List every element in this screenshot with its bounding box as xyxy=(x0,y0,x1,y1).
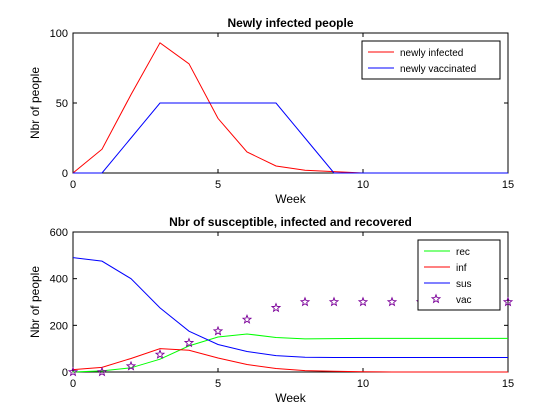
series-line-rec xyxy=(72,333,508,373)
x-tick-label: 10 xyxy=(357,179,369,191)
y-tick-label: 50 xyxy=(56,98,68,110)
series-line-newly-vaccinated xyxy=(73,102,508,174)
chart-2: 0 5 10 15 0 200 400 600 Nbr of susceptible, infe… xyxy=(28,215,514,405)
series-line-sus xyxy=(72,257,508,359)
legend-label-sus: sus xyxy=(456,279,472,290)
legend-label-newly-infected: newly infected xyxy=(400,48,463,59)
chart-title: Nbr of susceptible, infected and recover… xyxy=(169,215,412,229)
data-point-vac xyxy=(328,296,340,307)
y-tick-label: 200 xyxy=(50,320,68,332)
y-axis-label: Nbr of people xyxy=(28,266,42,338)
x-tick-label: 10 xyxy=(357,378,369,390)
data-point-vac xyxy=(299,296,311,307)
legend: rec inf sus vac xyxy=(417,239,501,311)
x-tick-label: 0 xyxy=(70,179,76,191)
legend-box xyxy=(417,239,501,311)
y-tick-label: 100 xyxy=(50,28,68,40)
legend-label-newly-vaccinated: newly vaccinated xyxy=(400,64,476,75)
data-point-vac xyxy=(241,314,253,324)
y-axis-label: Nbr of people xyxy=(28,67,42,139)
legend-label-vac: vac xyxy=(456,295,472,306)
chart-title: Newly infected people xyxy=(227,16,353,30)
data-point-vac xyxy=(96,366,108,377)
data-point-vac xyxy=(212,325,224,336)
data-point-vac xyxy=(67,366,79,377)
legend-swatch-vac xyxy=(430,293,442,304)
data-point-vac xyxy=(125,360,137,371)
legend-label-inf: inf xyxy=(456,263,467,274)
y-tick-label: 0 xyxy=(62,168,68,180)
series-line-inf xyxy=(72,348,508,373)
data-point-vac xyxy=(270,302,282,313)
x-tick-label: 5 xyxy=(215,179,221,191)
y-tick-label: 600 xyxy=(50,227,68,239)
data-point-vac xyxy=(357,296,369,307)
x-tick-label: 15 xyxy=(502,378,514,390)
y-tick-label: 400 xyxy=(50,274,68,286)
legend-label-rec: rec xyxy=(456,247,470,258)
data-point-vac xyxy=(183,337,195,348)
x-axis-label: Week xyxy=(275,192,306,206)
legend-box xyxy=(361,40,501,80)
chart-1: 0 5 10 15 0 50 100 Newly infected people Week Nbr… xyxy=(28,16,514,206)
data-point-vac xyxy=(154,349,166,359)
x-axis-label: Week xyxy=(275,391,306,405)
x-tick-label: 0 xyxy=(70,378,76,390)
data-point-vac xyxy=(502,296,514,307)
y-tick-label: 0 xyxy=(62,367,68,379)
x-tick-label: 15 xyxy=(502,179,514,191)
legend: newly infected newly vaccinated xyxy=(361,40,501,80)
x-tick-label: 5 xyxy=(215,378,221,390)
data-point-vac xyxy=(386,296,398,307)
